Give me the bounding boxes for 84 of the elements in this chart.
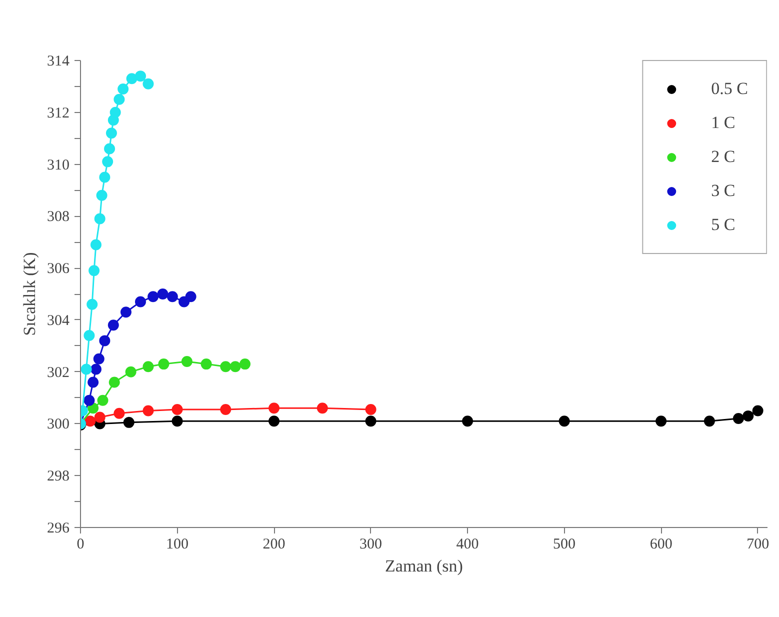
point xyxy=(96,190,108,201)
point xyxy=(732,413,744,424)
y-tick-label: 302 xyxy=(47,364,70,381)
point xyxy=(462,416,474,427)
point xyxy=(86,298,98,310)
legend-label: 3 C xyxy=(711,181,736,201)
point xyxy=(148,291,159,302)
point xyxy=(268,416,280,427)
point xyxy=(90,364,102,375)
y-tick-label: 314 xyxy=(47,54,70,70)
point xyxy=(123,416,134,428)
x-axis-title: Zaman (sn) xyxy=(385,556,463,576)
point xyxy=(200,358,212,370)
point xyxy=(94,213,106,224)
point xyxy=(656,416,667,427)
point xyxy=(102,156,114,168)
point xyxy=(88,376,99,388)
point xyxy=(558,416,570,427)
x-tick-label: 700 xyxy=(746,536,770,552)
point xyxy=(365,416,376,427)
point xyxy=(104,143,116,154)
point xyxy=(99,335,110,346)
point xyxy=(158,358,170,370)
x-tick-label: 100 xyxy=(166,536,189,552)
x-tick-label: 200 xyxy=(262,536,286,552)
legend-label: 5 C xyxy=(711,215,736,235)
y-tick-label: 308 xyxy=(47,209,70,226)
x-tick-label: 300 xyxy=(360,536,382,552)
point xyxy=(118,84,129,95)
y-tick-label: 310 xyxy=(47,157,70,174)
point xyxy=(220,404,232,415)
point xyxy=(125,366,136,378)
point xyxy=(126,73,138,84)
point xyxy=(84,330,95,341)
point xyxy=(268,402,280,414)
point xyxy=(142,78,154,90)
y-tick-label: 312 xyxy=(47,105,70,122)
legend-label: 1 C xyxy=(711,113,736,133)
point xyxy=(108,376,120,388)
point xyxy=(108,320,119,331)
point xyxy=(172,404,183,415)
point xyxy=(114,408,125,419)
y-tick-label: 296 xyxy=(47,520,70,536)
point xyxy=(114,94,125,105)
point xyxy=(88,265,100,276)
y-tick-label: 300 xyxy=(47,416,70,433)
point xyxy=(97,394,108,406)
point xyxy=(230,361,241,372)
point xyxy=(90,239,102,250)
point xyxy=(316,402,328,414)
point xyxy=(365,404,376,415)
point xyxy=(110,106,121,118)
point xyxy=(142,405,154,416)
point xyxy=(166,291,178,302)
point xyxy=(84,394,95,406)
y-tick-label: 298 xyxy=(47,468,70,485)
point xyxy=(704,416,715,427)
x-tick-label: 400 xyxy=(456,536,479,552)
point xyxy=(157,288,168,300)
point xyxy=(752,405,764,416)
point xyxy=(134,296,146,308)
point xyxy=(142,361,154,372)
point xyxy=(94,412,106,423)
point xyxy=(84,416,96,427)
point xyxy=(134,70,146,82)
y-tick-label: 304 xyxy=(47,312,70,329)
x-tick-label: 0 xyxy=(76,536,84,552)
point xyxy=(80,364,92,375)
x-tick-label: 500 xyxy=(553,536,576,552)
legend-label: 0.5 C xyxy=(711,79,748,99)
point xyxy=(220,361,232,372)
point xyxy=(106,128,117,139)
y-axis-title: Sıcaklık (K) xyxy=(20,252,39,336)
point xyxy=(93,353,104,364)
legend-label: 2 C xyxy=(711,147,736,167)
point xyxy=(239,358,250,370)
point xyxy=(742,410,754,422)
point xyxy=(120,306,132,318)
point xyxy=(99,172,110,183)
x-tick-label: 600 xyxy=(650,536,672,552)
point xyxy=(185,291,196,302)
point xyxy=(172,416,183,427)
point xyxy=(181,356,192,367)
y-tick-label: 306 xyxy=(47,261,70,278)
